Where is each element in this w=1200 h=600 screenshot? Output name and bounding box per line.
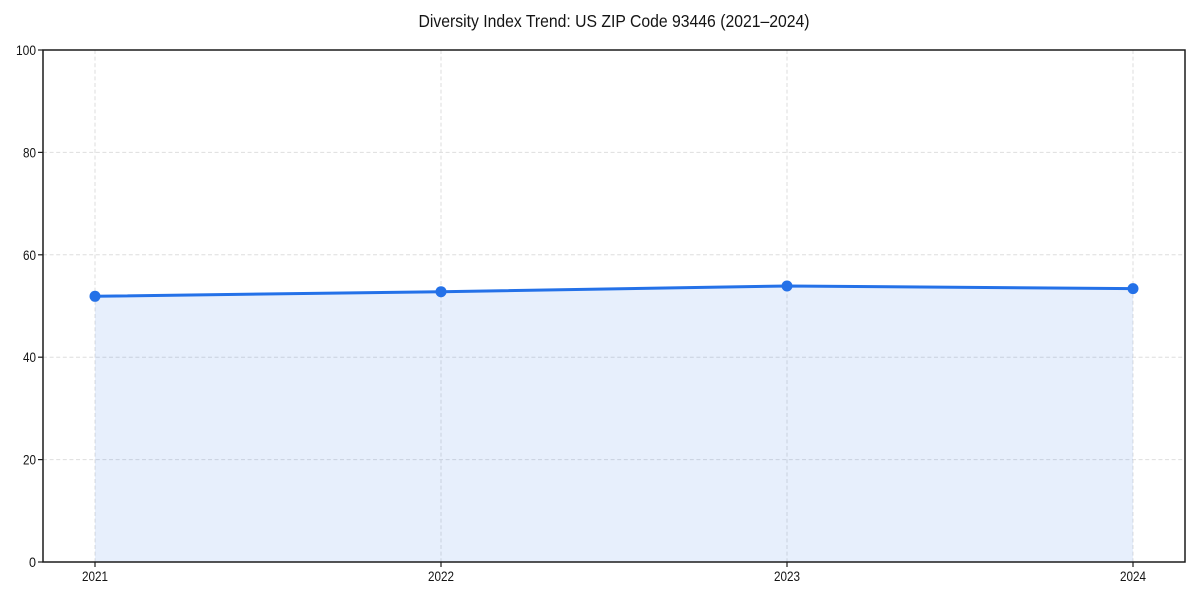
y-tick-label: 20 (23, 453, 36, 468)
y-tick-label: 60 (23, 248, 36, 263)
data-point-2021 (89, 290, 101, 302)
x-tick-label: 2021 (82, 569, 108, 584)
x-tick-label: 2022 (428, 569, 454, 584)
y-tick-label: 40 (23, 350, 36, 365)
data-point-2024 (1127, 283, 1139, 295)
data-point-2023 (781, 280, 793, 292)
data-point-2022 (435, 286, 447, 298)
y-tick-label: 0 (29, 555, 36, 570)
x-tick-label: 2023 (774, 569, 800, 584)
x-tick-label: 2024 (1120, 569, 1146, 584)
area-fill (95, 286, 1133, 562)
plot-border (42, 49, 1186, 563)
trend-line (93, 284, 1135, 298)
chart-title: Diversity Index Trend: US ZIP Code 93446… (418, 11, 810, 31)
y-tick-label: 100 (16, 43, 36, 58)
y-tick-label: 80 (23, 145, 36, 160)
